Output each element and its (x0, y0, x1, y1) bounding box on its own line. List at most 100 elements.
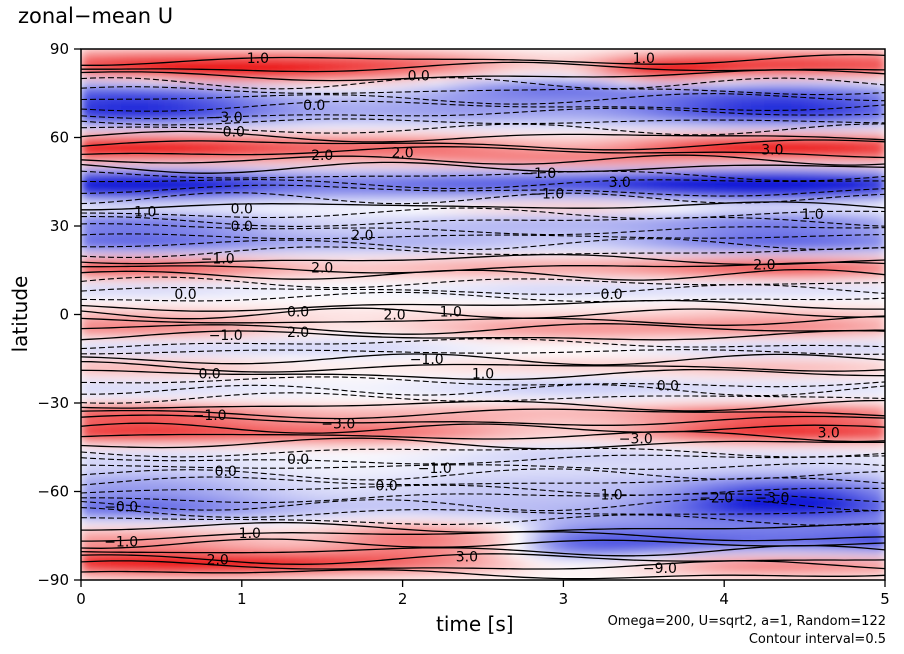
heatmap-cell (630, 349, 645, 357)
heatmap-cell (563, 196, 578, 203)
heatmap-cell (81, 550, 95, 557)
heatmap-cell (737, 137, 752, 144)
heatmap-cell (174, 119, 189, 127)
heatmap-cell (134, 155, 149, 162)
heatmap-cell (322, 290, 337, 298)
heatmap-cell (94, 314, 109, 321)
heatmap-cell (201, 550, 216, 557)
heatmap-cell (188, 491, 203, 498)
heatmap-cell (134, 178, 149, 186)
heatmap-cell (215, 102, 229, 109)
heatmap-cell (161, 497, 176, 504)
heatmap-cell (94, 385, 109, 392)
heatmap-cell (94, 249, 109, 257)
heatmap-cell (375, 84, 390, 91)
heatmap-cell (670, 355, 685, 363)
heatmap-cell (777, 515, 792, 522)
heatmap-cell (416, 574, 430, 580)
heatmap-cell (643, 54, 658, 62)
heatmap-cell (322, 391, 337, 398)
heatmap-cell (563, 456, 578, 463)
heatmap-cell (308, 214, 323, 221)
heatmap-cell (389, 143, 404, 150)
heatmap-cell (550, 432, 564, 439)
heatmap-cell (563, 568, 578, 575)
heatmap-cell (590, 391, 605, 398)
heatmap-cell (148, 426, 162, 434)
heatmap-cell (161, 54, 176, 62)
heatmap-cell (161, 49, 176, 56)
heatmap-cell (724, 467, 739, 475)
heatmap-cell (255, 462, 270, 469)
heatmap-cell (416, 367, 430, 375)
heatmap-cell (442, 367, 457, 375)
heatmap-cell (724, 568, 739, 575)
heatmap-cell (161, 556, 176, 563)
heatmap-cell (684, 450, 698, 457)
heatmap-cell (791, 49, 806, 56)
heatmap-cell (710, 78, 725, 85)
heatmap-cell (389, 72, 404, 80)
heatmap-cell (188, 420, 203, 428)
heatmap-cell (255, 302, 270, 310)
heatmap-cell (201, 296, 216, 304)
heatmap-cell (764, 155, 779, 162)
heatmap-cell (483, 90, 497, 97)
heatmap-cell (670, 515, 685, 522)
heatmap-cell (603, 296, 618, 304)
heatmap-cell (684, 108, 698, 115)
heatmap-cell (697, 379, 712, 386)
heatmap-cell (416, 385, 430, 392)
heatmap-cell (201, 403, 216, 410)
heatmap-cell (670, 503, 685, 510)
heatmap-cell (550, 285, 564, 292)
heatmap-cell (684, 497, 698, 504)
heatmap-cell (590, 108, 605, 115)
heatmap-cell (322, 491, 337, 498)
heatmap-cell (429, 178, 444, 186)
heatmap-cell (228, 379, 243, 386)
heatmap-cell (724, 544, 739, 552)
heatmap-cell (469, 562, 484, 569)
heatmap-cell (737, 456, 752, 463)
heatmap-cell (751, 208, 765, 215)
heatmap-cell (737, 220, 752, 227)
heatmap-cell (416, 302, 430, 310)
heatmap-cell (148, 479, 162, 487)
heatmap-cell (81, 66, 95, 74)
heatmap-cell (496, 102, 511, 109)
heatmap-cell (791, 208, 806, 215)
heatmap-cell (697, 202, 712, 209)
heatmap-cell (375, 326, 390, 333)
heatmap-cell (724, 338, 739, 345)
heatmap-cell (509, 320, 524, 327)
heatmap-cell (349, 72, 363, 80)
heatmap-cell (416, 497, 430, 504)
heatmap-cell (188, 426, 203, 434)
heatmap-cell (630, 432, 645, 439)
heatmap-cell (764, 60, 779, 68)
heatmap-cell (496, 208, 511, 215)
heatmap-cell (603, 49, 618, 56)
heatmap-cell (375, 544, 390, 552)
heatmap-cell (603, 550, 618, 557)
heatmap-cell (483, 113, 497, 121)
heatmap-cell (630, 544, 645, 552)
heatmap-cell (469, 532, 484, 540)
heatmap-cell (684, 479, 698, 487)
heatmap-cell (81, 373, 95, 380)
heatmap-cell (563, 562, 578, 569)
heatmap-cell (697, 467, 712, 475)
heatmap-cell (697, 521, 712, 528)
heatmap-cell (362, 450, 377, 457)
heatmap-cell (268, 532, 283, 540)
heatmap-cell (469, 125, 484, 133)
heatmap-cell (201, 190, 216, 198)
heatmap-cell (148, 462, 162, 469)
heatmap-cell (563, 485, 578, 493)
heatmap-cell (456, 538, 471, 546)
heatmap-cell (335, 367, 350, 375)
heatmap-cell (188, 149, 203, 156)
heatmap-cell (536, 137, 551, 144)
heatmap-cell (107, 426, 122, 434)
